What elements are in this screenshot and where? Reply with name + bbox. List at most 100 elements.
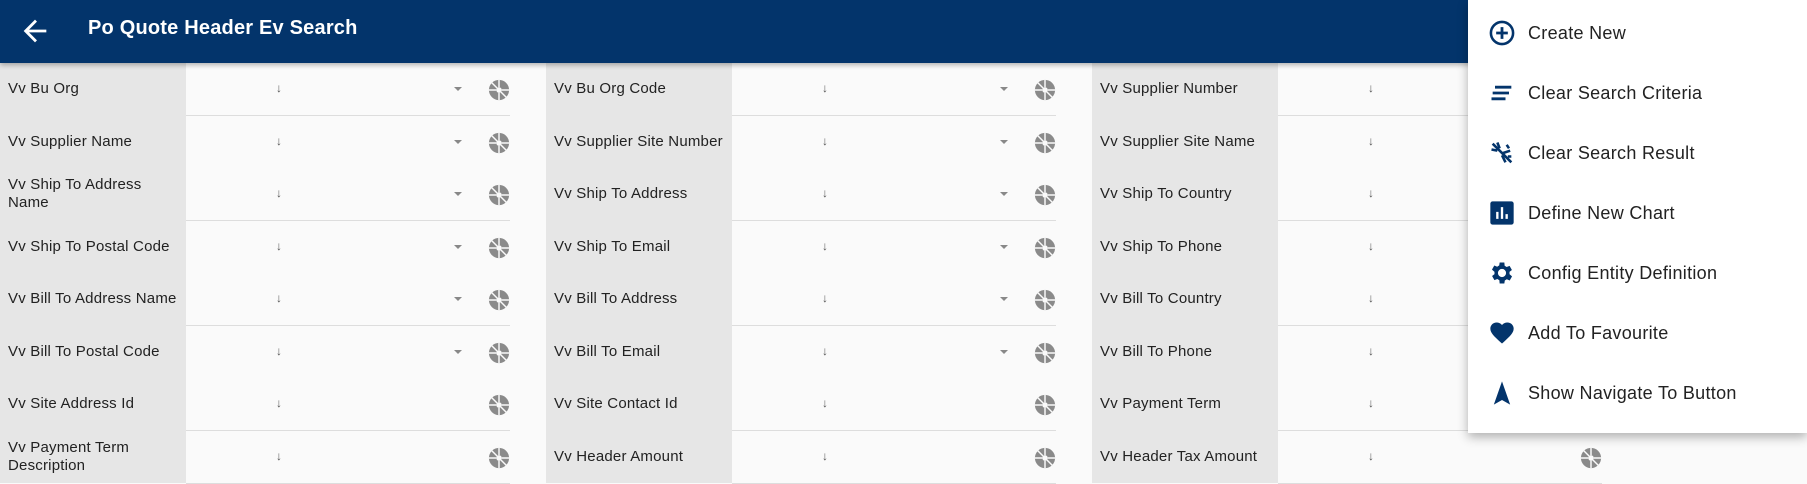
search-field: Vv Site Address Id ↓ [0, 378, 510, 431]
lookup-icon[interactable] [1580, 447, 1602, 469]
sort-arrow-icon[interactable]: ↓ [822, 133, 828, 148]
field-label: Vv Supplier Number [1092, 63, 1278, 116]
field-input[interactable]: ↓ [186, 168, 510, 221]
field-input[interactable]: ↓ [732, 273, 1056, 326]
field-input[interactable]: ↓ [1278, 430, 1602, 484]
sort-arrow-icon[interactable]: ↓ [276, 133, 282, 148]
lookup-icon[interactable] [488, 394, 510, 416]
sort-arrow-icon[interactable]: ↓ [822, 186, 828, 200]
dropdown-caret-icon[interactable] [454, 244, 462, 249]
sort-arrow-icon[interactable]: ↓ [276, 448, 282, 463]
lookup-icon[interactable] [488, 342, 510, 364]
field-label: Vv Ship To Address [546, 168, 732, 221]
lookup-icon[interactable] [1034, 289, 1056, 311]
menu-item-define-new-chart[interactable]: Define New Chart [1468, 183, 1807, 243]
lookup-icon[interactable] [1034, 394, 1056, 416]
menu-item-label: Create New [1528, 22, 1627, 43]
dropdown-caret-icon[interactable] [1000, 139, 1008, 144]
sort-arrow-icon[interactable]: ↓ [1368, 81, 1374, 95]
lookup-icon[interactable] [488, 289, 510, 311]
search-field: Vv Supplier Site Number ↓ [546, 115, 1056, 169]
dropdown-caret-icon[interactable] [1000, 244, 1008, 249]
dropdown-caret-icon[interactable] [454, 297, 462, 301]
field-label: Vv Supplier Site Name [1092, 115, 1278, 168]
sort-arrow-icon[interactable]: ↓ [1368, 396, 1374, 410]
field-input[interactable]: ↓ [186, 220, 510, 274]
menu-item-clear-search-criteria[interactable]: Clear Search Criteria [1468, 63, 1807, 123]
sort-arrow-icon[interactable]: ↓ [822, 343, 828, 358]
sort-arrow-icon[interactable]: ↓ [276, 81, 282, 95]
field-input[interactable]: ↓ [732, 378, 1056, 431]
lookup-icon[interactable] [1034, 184, 1056, 206]
form-row: Vv Ship To Postal Code ↓ Vv Ship To Emai… [0, 220, 1807, 274]
field-label: Vv Bill To Phone [1092, 325, 1278, 378]
dropdown-caret-icon[interactable] [454, 139, 462, 144]
page-title: Po Quote Header Ev Search [88, 17, 358, 39]
sort-arrow-icon[interactable]: ↓ [276, 396, 282, 410]
sort-arrow-icon[interactable]: ↓ [822, 448, 828, 463]
sort-arrow-icon[interactable]: ↓ [1368, 291, 1374, 305]
field-input[interactable]: ↓ [732, 168, 1056, 221]
field-label: Vv Bu Org Code [546, 63, 732, 116]
menu-item-clear-search-result[interactable]: Clear Search Result [1468, 123, 1807, 183]
dropdown-caret-icon[interactable] [1000, 297, 1008, 301]
sort-arrow-icon[interactable]: ↓ [1368, 133, 1374, 148]
gear-icon [1488, 259, 1516, 287]
field-input[interactable]: ↓ [186, 63, 510, 116]
search-field: Vv Site Contact Id ↓ [546, 378, 1056, 431]
field-label: Vv Ship To Email [546, 220, 732, 273]
sort-arrow-icon[interactable]: ↓ [1368, 343, 1374, 358]
menu-item-label: Clear Search Result [1528, 142, 1695, 163]
menu-item-show-navigate-to-button[interactable]: Show Navigate To Button [1468, 363, 1807, 423]
lookup-icon[interactable] [488, 184, 510, 206]
field-input[interactable]: ↓ [732, 220, 1056, 274]
clear-all-icon [1488, 139, 1516, 167]
lookup-icon[interactable] [1034, 447, 1056, 469]
lookup-icon[interactable] [1034, 342, 1056, 364]
menu-item-create-new[interactable]: Create New [1468, 3, 1807, 63]
field-input[interactable]: ↓ [186, 325, 510, 379]
sort-arrow-icon[interactable]: ↓ [1368, 448, 1374, 463]
clear-lines-icon [1488, 79, 1516, 107]
dropdown-caret-icon[interactable] [1000, 349, 1008, 354]
search-field: Vv Ship To Postal Code ↓ [0, 220, 510, 274]
sort-arrow-icon[interactable]: ↓ [1368, 238, 1374, 253]
field-label: Vv Ship To Phone [1092, 220, 1278, 273]
lookup-icon[interactable] [1034, 237, 1056, 259]
dropdown-caret-icon[interactable] [454, 192, 462, 196]
arrow-left-icon[interactable] [18, 14, 52, 48]
dropdown-caret-icon[interactable] [454, 349, 462, 354]
menu-item-add-to-favourite[interactable]: Add To Favourite [1468, 303, 1807, 363]
sort-arrow-icon[interactable]: ↓ [822, 238, 828, 253]
sort-arrow-icon[interactable]: ↓ [276, 291, 282, 305]
field-input[interactable]: ↓ [732, 63, 1056, 116]
field-input[interactable]: ↓ [186, 115, 510, 169]
menu-item-config-entity-definition[interactable]: Config Entity Definition [1468, 243, 1807, 303]
field-input[interactable]: ↓ [732, 115, 1056, 169]
lookup-icon[interactable] [1034, 132, 1056, 154]
bar-chart-icon [1488, 199, 1516, 227]
sort-arrow-icon[interactable]: ↓ [1368, 186, 1374, 200]
sort-arrow-icon[interactable]: ↓ [276, 238, 282, 253]
field-label: Vv Site Contact Id [546, 378, 732, 431]
lookup-icon[interactable] [488, 132, 510, 154]
sort-arrow-icon[interactable]: ↓ [822, 81, 828, 95]
field-label: Vv Supplier Name [0, 115, 186, 168]
sort-arrow-icon[interactable]: ↓ [822, 291, 828, 305]
field-label: Vv Bu Org [0, 63, 186, 116]
field-input[interactable]: ↓ [732, 325, 1056, 379]
dropdown-caret-icon[interactable] [1000, 192, 1008, 196]
sort-arrow-icon[interactable]: ↓ [276, 186, 282, 200]
sort-arrow-icon[interactable]: ↓ [276, 343, 282, 358]
lookup-icon[interactable] [488, 447, 510, 469]
field-input[interactable]: ↓ [732, 430, 1056, 484]
lookup-icon[interactable] [488, 79, 510, 101]
field-input[interactable]: ↓ [186, 378, 510, 431]
lookup-icon[interactable] [488, 237, 510, 259]
field-label: Vv Supplier Site Number [546, 115, 732, 168]
lookup-icon[interactable] [1034, 79, 1056, 101]
dropdown-caret-icon[interactable] [1000, 87, 1008, 91]
dropdown-caret-icon[interactable] [454, 87, 462, 91]
field-input[interactable]: ↓ [186, 273, 510, 326]
sort-arrow-icon[interactable]: ↓ [822, 396, 828, 410]
